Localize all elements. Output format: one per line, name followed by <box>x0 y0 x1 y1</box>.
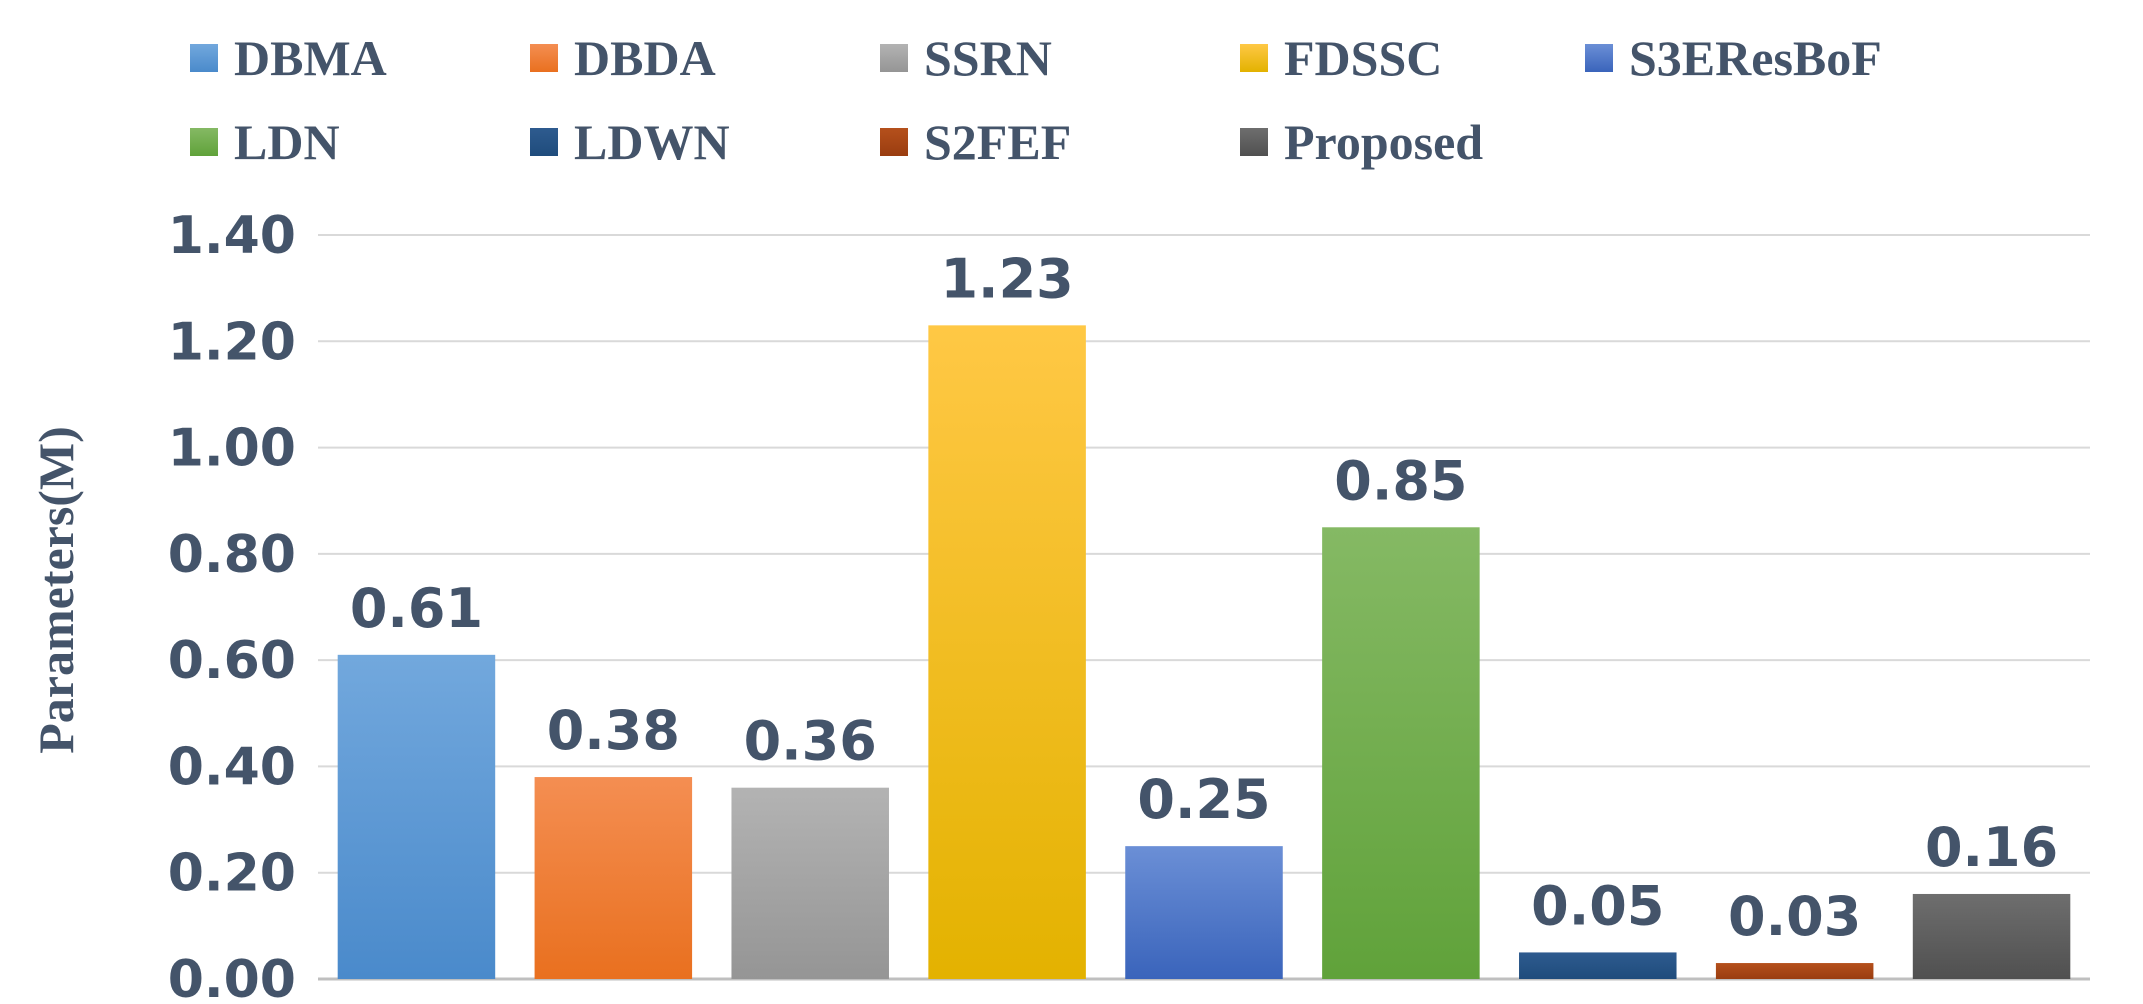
legend-label: LDN <box>234 114 340 170</box>
bar-dbda <box>534 777 693 979</box>
y-axis-ticks: 0.00 0.20 0.40 0.60 0.80 1.00 1.20 1.40 <box>168 206 296 1004</box>
y-tick-label: 0.60 <box>168 631 296 691</box>
y-tick-label: 0.40 <box>168 737 296 797</box>
value-label-ssrn: 0.36 <box>744 710 877 773</box>
legend-label: S2FEF <box>924 114 1072 170</box>
legend-swatch <box>190 44 218 72</box>
bar-fdssc <box>928 325 1086 979</box>
value-label-dbma: 0.61 <box>350 577 483 640</box>
bar-dbma <box>337 654 496 979</box>
legend-swatch <box>1585 44 1613 72</box>
legend-swatch <box>1240 128 1268 156</box>
legend-label: DBMA <box>234 30 387 86</box>
bar-ldn <box>1322 527 1480 979</box>
legend-swatch <box>880 44 908 72</box>
legend-swatch <box>880 128 908 156</box>
legend-label: FDSSC <box>1284 30 1443 86</box>
value-label-s2fef: 0.03 <box>1728 885 1861 948</box>
legend-item-proposed: Proposed <box>1240 112 1483 172</box>
legend-swatch <box>530 44 558 72</box>
legend-label: Proposed <box>1284 114 1484 170</box>
y-tick-label: 1.00 <box>168 419 296 479</box>
value-label-proposed: 0.16 <box>1925 816 2058 879</box>
legend-swatch <box>530 128 558 156</box>
legend-label: S3EResBoF <box>1629 30 1882 86</box>
legend-item-ldwn: LDWN <box>530 112 730 172</box>
legend-item-s2fef: S2FEF <box>880 112 1071 172</box>
bar-ldwn <box>1519 952 1677 979</box>
bar-s2fef <box>1715 963 1874 979</box>
value-label-s3eresbof: 0.25 <box>1137 768 1270 831</box>
value-labels: 0.61 0.38 0.36 1.23 0.25 0.85 0.05 0.03 0.16 <box>350 247 2058 948</box>
value-label-ldn: 0.85 <box>1334 449 1467 512</box>
legend-label: LDWN <box>574 114 730 170</box>
chart-legend: DBMA DBDA SSRN FDSSC S3EResBoF LDN LDWN S2FEF Pr… <box>0 0 2143 180</box>
legend-label: SSRN <box>924 30 1052 86</box>
y-tick-label: 0.80 <box>168 525 296 585</box>
bar-ssrn <box>731 787 889 979</box>
y-tick-label: 1.20 <box>168 312 296 372</box>
legend-item-fdssc: FDSSC <box>1240 28 1442 88</box>
legend-item-ldn: LDN <box>190 112 340 172</box>
value-label-dbda: 0.38 <box>547 699 680 762</box>
legend-item-dbda: DBDA <box>530 28 716 88</box>
y-tick-label: 1.40 <box>168 206 296 266</box>
legend-item-s3eresbof: S3EResBoF <box>1585 28 1882 88</box>
value-label-fdssc: 1.23 <box>940 247 1073 310</box>
legend-swatch <box>1240 44 1268 72</box>
bar-s3eresbof <box>1125 846 1283 979</box>
y-tick-label: 0.20 <box>168 844 296 904</box>
legend-item-ssrn: SSRN <box>880 28 1052 88</box>
legend-item-dbma: DBMA <box>190 28 387 88</box>
legend-swatch <box>190 128 218 156</box>
value-label-ldwn: 0.05 <box>1531 874 1664 937</box>
y-tick-label: 0.00 <box>168 950 296 1004</box>
legend-label: DBDA <box>574 30 716 86</box>
bar-proposed <box>1912 893 2071 979</box>
bars <box>337 325 2071 979</box>
